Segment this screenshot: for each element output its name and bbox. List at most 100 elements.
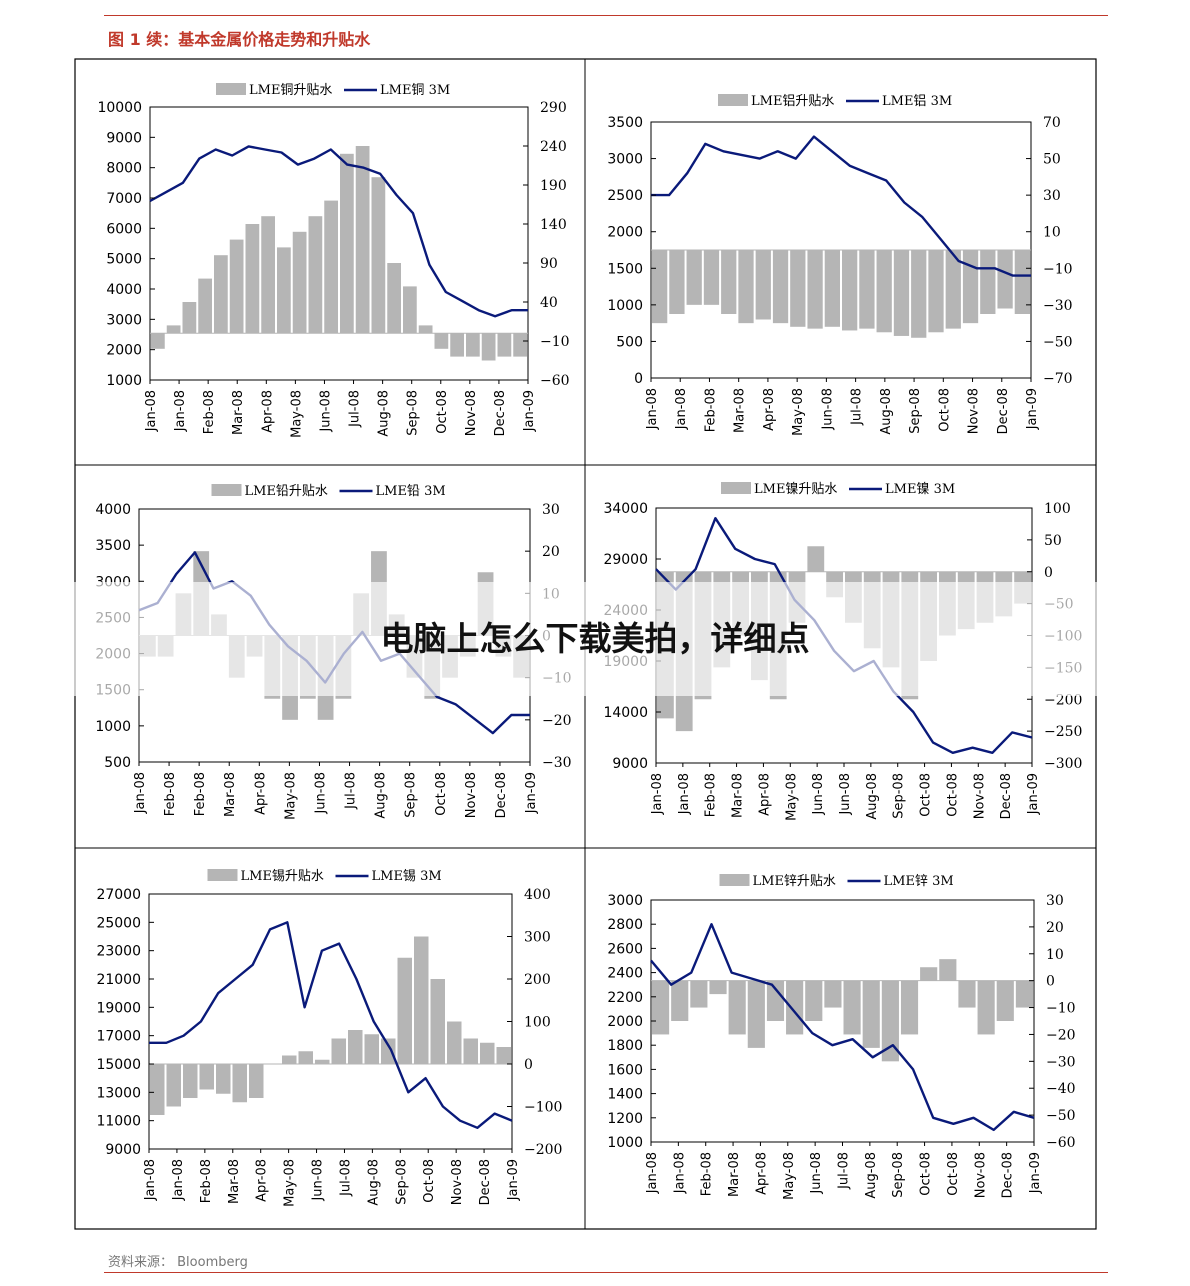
chart6-premium-bar [671,980,689,1021]
chart6-left-tick-label: 2200 [607,990,643,1006]
chart2-x-tick-label: Feb-08 [703,388,718,432]
chart6-premium-bar [747,980,765,1048]
chart2-right-tick-label: 50 [1043,152,1061,168]
chart2-premium-bar [686,250,702,305]
chart5-right-tick-label: 300 [524,930,551,946]
chart6-premium-bar [786,980,804,1035]
chart6-premium-bar [766,980,785,1021]
chart6-x-tick-label: Nov-08 [973,1152,988,1198]
figure-title: 图 1 续：基本金属价格走势和升贴水 [108,30,371,49]
chart3-left-tick-label: 1000 [95,719,131,735]
chart5-x-tick-label: Aug-08 [366,1159,381,1206]
chart1-x-tick-label: Dec-08 [493,390,508,436]
chart4-right-tick-label: 0 [1044,565,1053,581]
chart2-right-tick-label: −50 [1043,334,1073,350]
chart1-premium-bar [497,333,512,357]
chart6-x-tick-label: Jan-08 [645,1152,660,1194]
chart6-x-tick-label: Apr-08 [754,1152,769,1195]
chart6-premium-bar [652,980,670,1035]
chart2-x-tick-label: Aug-08 [879,388,894,435]
chart1-premium-bar [387,263,401,334]
chart2-left-tick-label: 0 [634,371,643,387]
chart1-premium-bar [324,200,338,334]
chart2-x-tick-label: Nov-08 [967,388,982,434]
chart6-left-tick-label: 1800 [607,1038,643,1054]
chart5-premium-bar [397,957,412,1064]
chart1-premium-bar [450,333,464,357]
chart4-x-tick-label: Jan-09 [1026,773,1041,815]
chart2-legend-bar-label: LME铝升贴水 [751,94,834,109]
chart5-x-tick-label: Jan-08 [171,1159,186,1201]
chart2-x-tick-label: Dec-08 [996,388,1011,434]
chart5-left-tick-label: 23000 [96,944,141,960]
chart2-premium-bar [893,250,910,336]
chart5-premium-bar [381,1038,396,1064]
chart3-x-tick-label: May-08 [283,772,298,820]
chart5-premium-bar [364,1034,379,1064]
chart6-left-tick-label: 2600 [607,941,643,957]
chart3-x-tick-label: Nov-08 [464,772,479,818]
chart1-right-tick-label: 190 [540,178,567,194]
chart2-premium-bar [945,250,961,329]
chart5-premium-bar [166,1064,181,1107]
chart4-x-tick-label: Jan-08 [650,773,665,815]
chart5-x-tick-label: Dec-08 [478,1159,493,1205]
chart6-premium-bar [824,980,842,1008]
chart4-left-tick-label: 29000 [603,552,648,568]
chart5-x-tick-label: May-08 [283,1159,298,1207]
chart1-left-tick-label: 2000 [106,343,142,359]
chart6-premium-bar [939,959,957,981]
chart2-right-tick-label: −30 [1043,298,1073,314]
chart5-premium-bar [183,1064,198,1098]
chart2-left-tick-label: 1500 [607,261,643,277]
chart1-legend-bar-label: LME铜升贴水 [249,83,332,98]
chart1-premium-bar [214,255,228,334]
chart6-premium-bar [709,980,727,995]
chart5-premium-bar [447,1021,462,1064]
chart5-x-tick-label: Nov-08 [450,1159,465,1205]
chart6-premium-bar [958,980,976,1008]
chart2-premium-bar [859,250,875,329]
chart2-left-tick-label: 3500 [607,115,643,131]
chart6-x-tick-label: Mar-08 [727,1152,742,1197]
chart3-legend-bar-label: LME铅升贴水 [245,484,328,499]
chart6-left-tick-label: 1200 [607,1111,643,1127]
chart3-legend-line-label: LME铅 3M [376,484,446,499]
chart1-premium-bar [434,333,449,349]
chart1-premium-bar [308,216,323,334]
overlay-title: 电脑上怎么下载美拍，详细点 [380,619,810,658]
chart5-premium-bar [298,1051,313,1064]
chart4-x-tick-label: Mar-08 [731,773,746,818]
chart2-premium-bar [755,250,771,320]
chart1-left-tick-label: 6000 [106,221,142,237]
chart4-x-tick-label: Oct-08 [945,773,960,817]
chart6-right-tick-label: −50 [1046,1108,1076,1124]
chart5-x-tick-label: Sep-08 [394,1159,409,1205]
chart1-x-tick-label: Jan-08 [173,390,188,432]
chart4-x-tick-label: Jan-08 [677,773,692,815]
chart1-plot-area [149,106,529,381]
chart3-right-tick-label: −20 [542,713,572,729]
chart6-right-tick-label: 20 [1046,920,1064,936]
chart4-x-tick-label: Apr-08 [757,773,772,816]
chart6-premium-bar [690,980,708,1008]
chart5-x-tick-label: Jun-08 [311,1159,326,1202]
chart2-premium-bar [669,250,685,314]
chart6-premium-bar [805,980,823,1021]
chart1-premium-bar [355,146,370,334]
chart5-right-tick-label: 400 [524,887,551,903]
chart2-left-tick-label: 2500 [607,188,643,204]
bottom-rule [104,1272,1108,1273]
chart6-left-tick-label: 3000 [607,893,643,909]
chart5-left-tick-label: 25000 [96,915,141,931]
chart1-legend-line-label: LME铜 3M [380,83,450,98]
chart3-right-tick-label: 20 [542,544,560,560]
chart5-premium-bar [463,1038,478,1064]
chart6-left-tick-label: 1600 [607,1062,643,1078]
chart1-right-tick-label: 290 [540,100,567,116]
chart1-premium-bar [182,302,197,334]
chart5-x-tick-label: Jan-08 [143,1159,158,1201]
chart5-legend-bar-label: LME锡升贴水 [241,869,324,884]
chart2-x-tick-label: Apr-08 [762,388,777,431]
chart6-x-tick-label: May-08 [782,1152,797,1200]
